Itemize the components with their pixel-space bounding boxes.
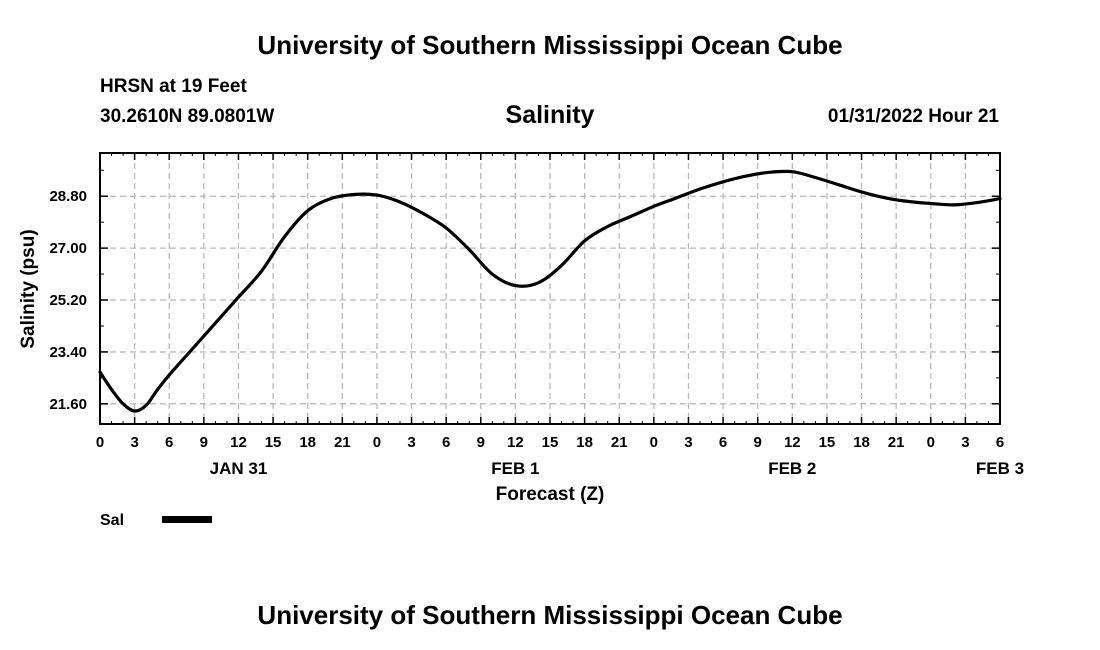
x-tick-label: 3 — [961, 434, 969, 451]
x-tick-label: 0 — [650, 434, 658, 451]
legend-swatch — [162, 516, 212, 523]
x-tick-label: 0 — [373, 434, 381, 451]
x-tick-label: 6 — [442, 434, 450, 451]
x-tick-label: 0 — [927, 434, 935, 451]
x-tick-label: 18 — [299, 434, 316, 451]
y-tick-label: 25.20 — [49, 292, 87, 309]
x-tick-label: 15 — [542, 434, 559, 451]
axis-labels: 0 3 6 9 12 15 18 21 0 3 6 9 12 15 18 21 0 3 6 9 12 15 18 21 0 3 6 J… — [49, 188, 1024, 478]
x-tick-label: 6 — [719, 434, 727, 451]
x-tick-label: 0 — [96, 434, 104, 451]
x-tick-label: 3 — [130, 434, 138, 451]
station-label: HRSN at 19 Feet — [100, 76, 247, 97]
x-axis-label: Forecast (Z) — [496, 484, 605, 505]
x-tick-label: 6 — [165, 434, 173, 451]
x-tick-label: 9 — [754, 434, 762, 451]
y-tick-label: 23.40 — [49, 344, 87, 361]
x-tick-label: 18 — [576, 434, 593, 451]
legend-label: Sal — [100, 512, 124, 529]
x-tick-label: 6 — [996, 434, 1004, 451]
plot-frame — [99, 152, 1001, 425]
x-tick-label: 3 — [684, 434, 692, 451]
footer-title: University of Southern Mississippi Ocean… — [257, 600, 843, 630]
y-tick-label: 28.80 — [49, 188, 87, 205]
legend: Sal — [100, 512, 212, 529]
x-day-label: FEB 2 — [768, 459, 816, 478]
x-tick-label: 15 — [819, 434, 836, 451]
page-title: University of Southern Mississippi Ocean… — [257, 30, 843, 60]
x-day-label: FEB 1 — [491, 459, 539, 478]
x-day-label: JAN 31 — [210, 459, 268, 478]
chart-title: Salinity — [505, 101, 595, 129]
x-tick-label: 9 — [477, 434, 485, 451]
x-day-label: FEB 3 — [976, 459, 1024, 478]
coordinates-label: 30.2610N 89.0801W — [100, 106, 275, 127]
x-tick-label: 21 — [888, 434, 905, 451]
x-tick-label: 18 — [853, 434, 870, 451]
salinity-series-line — [98, 169, 1002, 413]
x-tick-label: 3 — [407, 434, 415, 451]
y-tick-label: 21.60 — [49, 396, 87, 413]
grid-lines — [100, 153, 1000, 424]
x-tick-label: 12 — [784, 434, 801, 451]
datetime-label: 01/31/2022 Hour 21 — [827, 106, 999, 127]
x-tick-label: 12 — [230, 434, 247, 451]
x-tick-label: 21 — [334, 434, 351, 451]
x-tick-label: 21 — [611, 434, 628, 451]
y-tick-label: 27.00 — [49, 240, 87, 257]
x-tick-label: 12 — [507, 434, 524, 451]
y-axis-label: Salinity (psu) — [18, 229, 39, 348]
x-tick-label: 15 — [265, 434, 282, 451]
x-tick-label: 9 — [200, 434, 208, 451]
